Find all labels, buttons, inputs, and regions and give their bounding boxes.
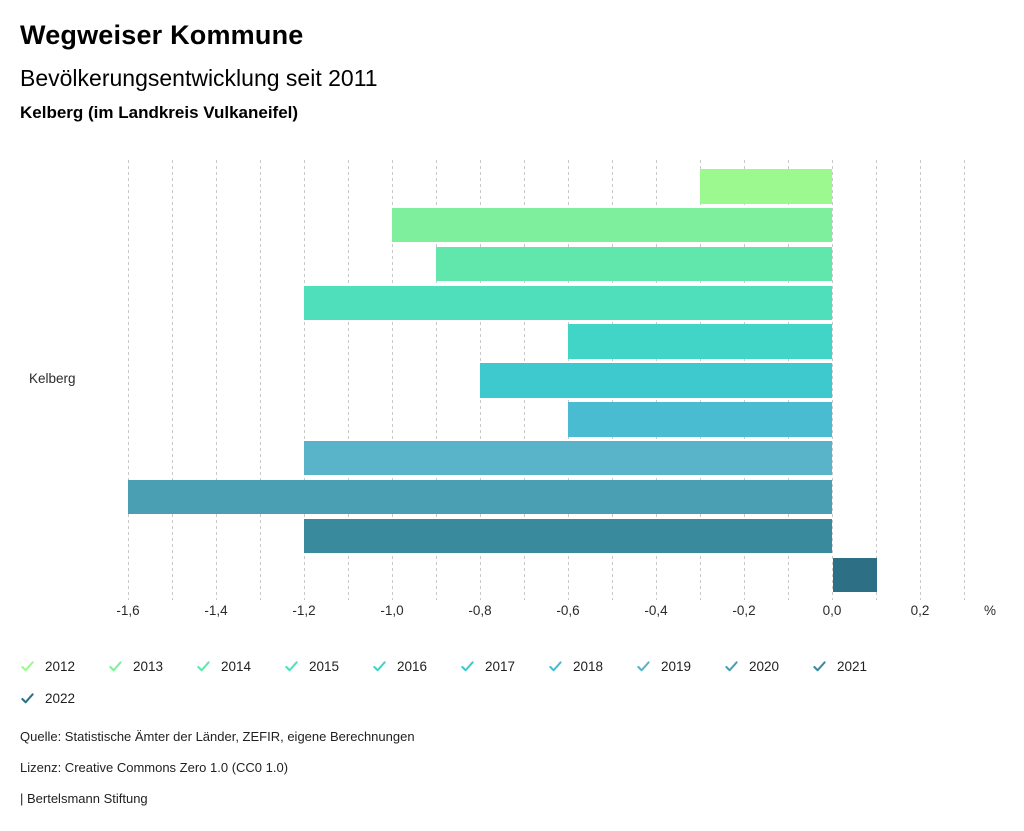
legend-year-label: 2016 (397, 658, 428, 674)
bar-2020[interactable] (128, 479, 832, 515)
gridline (392, 160, 393, 600)
legend-year-label: 2021 (837, 658, 868, 674)
gridline (260, 160, 261, 600)
legend-item-2017[interactable]: 2017 (460, 650, 548, 682)
legend-item-2014[interactable]: 2014 (196, 650, 284, 682)
legend-year-label: 2020 (749, 658, 780, 674)
check-icon (461, 660, 474, 671)
legend-item-2013[interactable]: 2013 (108, 650, 196, 682)
bar-2018[interactable] (568, 402, 832, 437)
check-icon (21, 692, 34, 703)
gridline (964, 160, 965, 600)
bar-2012[interactable] (700, 169, 832, 204)
bar-2019[interactable] (304, 440, 832, 476)
legend-year-label: 2015 (309, 658, 340, 674)
gridline (304, 160, 305, 600)
legend: 2012 2013 2014 2015 2016 2017 2018 2019 2020 2021… (20, 650, 925, 714)
gridline (128, 160, 129, 600)
x-tick-label-0,2: 0,2 (910, 603, 930, 618)
legend-item-2020[interactable]: 2020 (724, 650, 812, 682)
legend-year-label: 2019 (661, 658, 692, 674)
footer-attribution: | Bertelsmann Stiftung (20, 791, 148, 806)
legend-item-2019[interactable]: 2019 (636, 650, 724, 682)
x-tick-label--0,2: -0,2 (732, 603, 756, 618)
x-tick-label--1,0: -1,0 (380, 603, 404, 618)
check-icon (813, 660, 826, 671)
legend-year-label: 2022 (45, 690, 76, 706)
gridline (920, 160, 921, 600)
x-tick-label--0,8: -0,8 (468, 603, 492, 618)
legend-item-2022[interactable]: 2022 (20, 682, 108, 714)
bar-2022[interactable] (833, 557, 877, 592)
x-tick-label--0,4: -0,4 (644, 603, 668, 618)
y-axis-category-label: Kelberg (29, 371, 76, 386)
check-icon (549, 660, 562, 671)
bar-2021[interactable] (304, 518, 832, 554)
legend-item-2021[interactable]: 2021 (812, 650, 900, 682)
check-icon (373, 660, 386, 671)
app-title: Wegweiser Kommune (20, 20, 304, 50)
check-icon (109, 660, 122, 671)
gridline (436, 160, 437, 600)
x-axis-unit-label: % (983, 603, 996, 618)
check-icon (21, 660, 34, 671)
legend-item-2015[interactable]: 2015 (284, 650, 372, 682)
legend-year-label: 2012 (45, 658, 76, 674)
footer-source: Quelle: Statistische Ämter der Länder, Z… (20, 729, 415, 744)
x-tick-label--1,4: -1,4 (204, 603, 228, 618)
region-title: Kelberg (im Landkreis Vulkaneifel) (20, 103, 299, 122)
legend-year-label: 2018 (573, 658, 604, 674)
chart-title: Bevölkerungsentwicklung seit 2011 (20, 65, 378, 91)
gridline (832, 160, 833, 600)
footer-license: Lizenz: Creative Commons Zero 1.0 (CC0 1… (20, 760, 289, 775)
x-tick-label--1,6: -1,6 (116, 603, 140, 618)
legend-item-2018[interactable]: 2018 (548, 650, 636, 682)
check-icon (197, 660, 210, 671)
bar-2015[interactable] (304, 285, 832, 321)
gridline (172, 160, 173, 600)
x-tick-label--1,2: -1,2 (292, 603, 316, 618)
bar-2016[interactable] (568, 324, 832, 359)
check-icon (637, 660, 650, 671)
check-icon (725, 660, 738, 671)
legend-year-label: 2013 (133, 658, 164, 674)
gridline (876, 160, 877, 600)
bar-2014[interactable] (436, 246, 832, 282)
legend-year-label: 2014 (221, 658, 252, 674)
x-tick-label--0,6: -0,6 (556, 603, 580, 618)
legend-item-2012[interactable]: 2012 (20, 650, 108, 682)
gridline (216, 160, 217, 600)
legend-item-2016[interactable]: 2016 (372, 650, 460, 682)
bar-2017[interactable] (480, 363, 832, 398)
bar-2013[interactable] (392, 207, 832, 243)
check-icon (285, 660, 298, 671)
legend-year-label: 2017 (485, 658, 516, 674)
x-tick-label-0,0: 0,0 (822, 603, 842, 618)
gridline (348, 160, 349, 600)
